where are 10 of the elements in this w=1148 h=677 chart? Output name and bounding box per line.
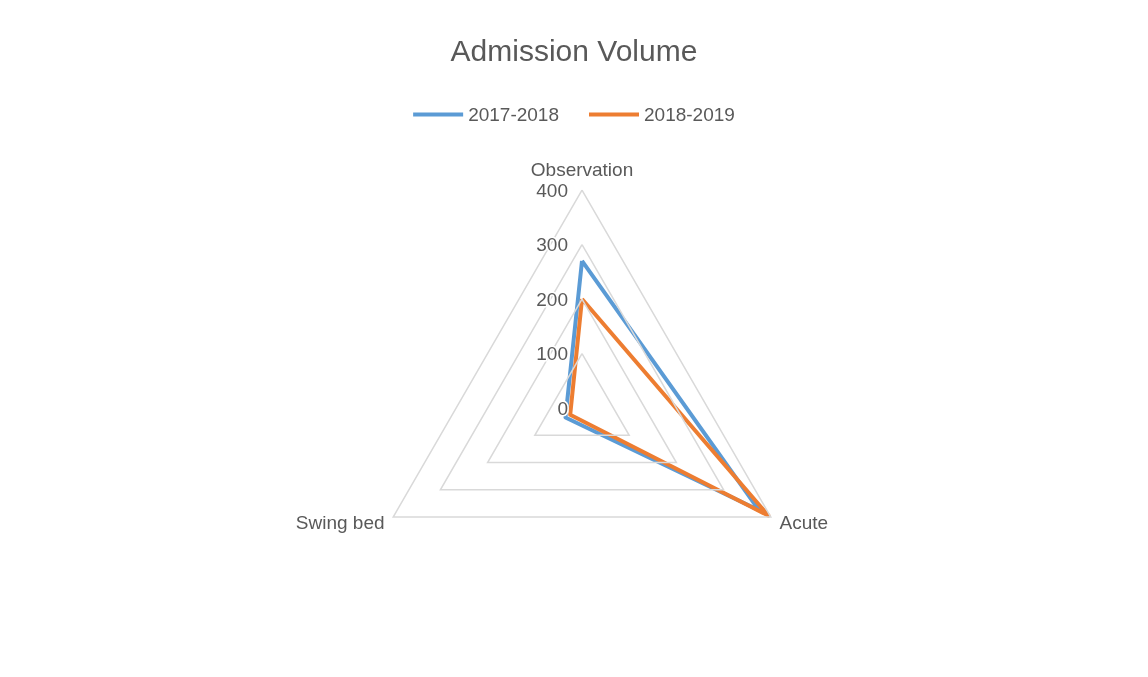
y-tick-label: 400	[536, 179, 568, 201]
spoke-label: Swing bed	[295, 511, 385, 533]
chart-title: Admission Volume	[450, 33, 698, 67]
y-tick-label: 100	[536, 343, 568, 364]
legend-label: 2018-2019	[644, 104, 735, 125]
legend-label: 2017-2018	[468, 104, 560, 125]
y-tick-label: 300	[536, 234, 568, 255]
y-tick-label: 200	[536, 288, 568, 310]
spoke-label: Observation	[530, 159, 634, 181]
spoke-label: Acute	[779, 511, 829, 533]
